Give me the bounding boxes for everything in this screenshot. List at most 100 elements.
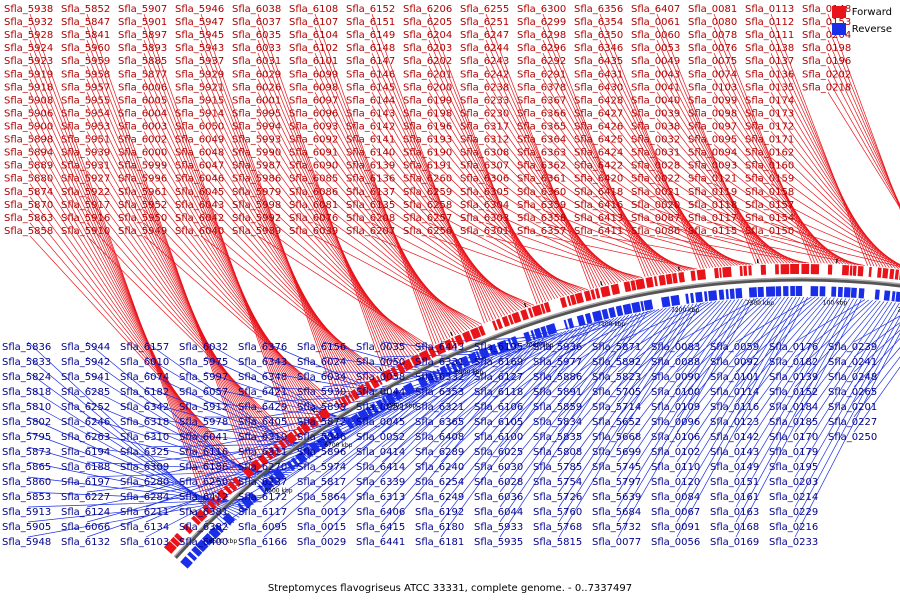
forward-leader-line xyxy=(770,222,900,266)
forward-gene-label: Sfla_6427 xyxy=(574,108,623,119)
reverse-leader-line xyxy=(440,329,570,433)
reverse-leader-line xyxy=(617,298,747,508)
reverse-gene xyxy=(290,457,300,468)
forward-leader-line xyxy=(86,92,261,455)
forward-leader-line xyxy=(143,118,311,418)
reverse-gene xyxy=(843,287,851,298)
forward-gene-track xyxy=(163,264,900,554)
reverse-gene-label: Sfla_5818 xyxy=(2,387,51,398)
forward-gene-label: Sfla_0043 xyxy=(631,69,680,80)
forward-gene xyxy=(296,425,305,436)
forward-leader-line xyxy=(656,235,809,264)
reverse-gene xyxy=(661,296,671,308)
forward-gene-label: Sfla_6001 xyxy=(232,95,281,106)
legend-item-forward: Forward xyxy=(831,6,892,18)
forward-gene-label: Sfla_6198 xyxy=(403,108,452,119)
forward-gene-label: Sfla_5893 xyxy=(118,43,167,54)
forward-gene xyxy=(610,283,621,295)
forward-leader-line xyxy=(29,105,221,489)
reverse-leader-line xyxy=(676,296,793,478)
reverse-leader-line xyxy=(27,496,263,523)
forward-leader-line xyxy=(656,183,797,264)
forward-gene-label: Sfla_6243 xyxy=(460,56,509,67)
scale-label: 6800 kbp xyxy=(388,403,416,410)
forward-leader-line xyxy=(428,131,565,297)
reverse-leader-line xyxy=(381,340,537,508)
forward-gene-label: Sfla_0148 xyxy=(802,4,851,15)
reverse-gene-label: Sfla_6025 xyxy=(474,447,523,458)
reverse-gene-label: Sfla_5684 xyxy=(592,507,641,518)
forward-gene-label: Sfla_6306 xyxy=(460,174,509,185)
reverse-gene-label: Sfla_6010 xyxy=(120,357,169,368)
forward-gene-label: Sfla_6097 xyxy=(289,95,338,106)
forward-gene xyxy=(451,337,457,348)
forward-gene-label: Sfla_0097 xyxy=(688,122,737,133)
forward-leader-line xyxy=(428,105,559,299)
forward-gene-label: Sfla_6346 xyxy=(574,43,623,54)
forward-leader-line xyxy=(86,183,278,441)
reverse-gene-label: Sfla_0151 xyxy=(710,477,759,488)
forward-gene xyxy=(347,392,355,402)
forward-gene-label: Sfla_6418 xyxy=(574,187,623,198)
reverse-gene-label: Sfla_6429 xyxy=(238,402,287,413)
reverse-gene-label: Sfla_0052 xyxy=(356,432,405,443)
reverse-gene-label: Sfla_0248 xyxy=(828,372,877,383)
forward-gene-label: Sfla_5924 xyxy=(4,43,53,54)
forward-leader-line xyxy=(29,170,233,479)
forward-gene xyxy=(249,459,263,473)
reverse-leader-line xyxy=(86,356,272,490)
forward-gene-label: Sfla_6040 xyxy=(175,226,224,237)
reverse-leader-line xyxy=(853,338,900,388)
forward-gene-label: Sfla_5929 xyxy=(175,69,224,80)
forward-leader-line xyxy=(770,209,900,266)
forward-gene xyxy=(376,375,383,386)
forward-leader-line xyxy=(86,13,247,467)
forward-gene xyxy=(454,334,465,347)
reverse-gene xyxy=(874,289,880,300)
forward-gene-label: Sfla_6005 xyxy=(118,95,167,106)
forward-gene-label: Sfla_6193 xyxy=(403,135,452,146)
forward-gene-label: Sfla_5939 xyxy=(61,148,110,159)
reverse-gene-label: Sfla_6319 xyxy=(238,432,287,443)
reverse-gene-label: Sfla_5808 xyxy=(533,447,582,458)
reverse-gene-label: Sfla_6127 xyxy=(474,372,523,383)
reverse-gene-label: Sfla_6246 xyxy=(61,417,110,428)
forward-leader-line xyxy=(770,196,900,265)
forward-gene-label: Sfla_5915 xyxy=(175,95,224,106)
reverse-gene-label: Sfla_5978 xyxy=(179,417,228,428)
forward-gene xyxy=(315,413,323,423)
forward-leader-line xyxy=(143,66,301,425)
forward-gene-label: Sfla_6307 xyxy=(460,161,509,172)
reverse-leader-line xyxy=(145,436,342,493)
forward-leader-line xyxy=(143,26,293,430)
forward-gene-label: Sfla_5994 xyxy=(232,122,281,133)
reverse-leader-line xyxy=(86,341,269,493)
reverse-gene xyxy=(468,352,479,365)
forward-leader-line xyxy=(314,26,437,345)
reverse-gene xyxy=(323,433,332,444)
forward-leader-line xyxy=(257,196,423,352)
reverse-gene xyxy=(703,291,708,302)
forward-gene-label: Sfla_6045 xyxy=(175,187,224,198)
forward-gene-label: Sfla_6420 xyxy=(574,174,623,185)
reverse-gene-label: Sfla_0227 xyxy=(828,417,877,428)
forward-gene-label: Sfla_6196 xyxy=(403,122,452,133)
reverse-leader-line xyxy=(499,311,645,523)
forward-leader-line xyxy=(200,196,374,378)
reverse-leader-line xyxy=(853,315,900,343)
forward-gene xyxy=(396,362,406,375)
reverse-leader-line xyxy=(558,304,686,478)
reverse-gene-label: Sfla_6036 xyxy=(474,492,523,503)
reverse-gene-label: Sfla_5935 xyxy=(474,537,523,548)
forward-leader-line xyxy=(29,196,237,475)
reverse-gene-label: Sfla_0214 xyxy=(769,492,818,503)
forward-gene-label: Sfla_6247 xyxy=(460,30,509,41)
forward-leader-line xyxy=(542,196,689,271)
reverse-gene-label: Sfla_6095 xyxy=(238,522,287,533)
reverse-gene-label: Sfla_6348 xyxy=(238,372,287,383)
reverse-gene xyxy=(268,474,279,485)
reverse-gene-label: Sfla_0114 xyxy=(710,387,759,398)
forward-leader-line xyxy=(599,13,701,269)
forward-gene-label: Sfla_6140 xyxy=(346,148,395,159)
reverse-gene xyxy=(431,370,439,381)
